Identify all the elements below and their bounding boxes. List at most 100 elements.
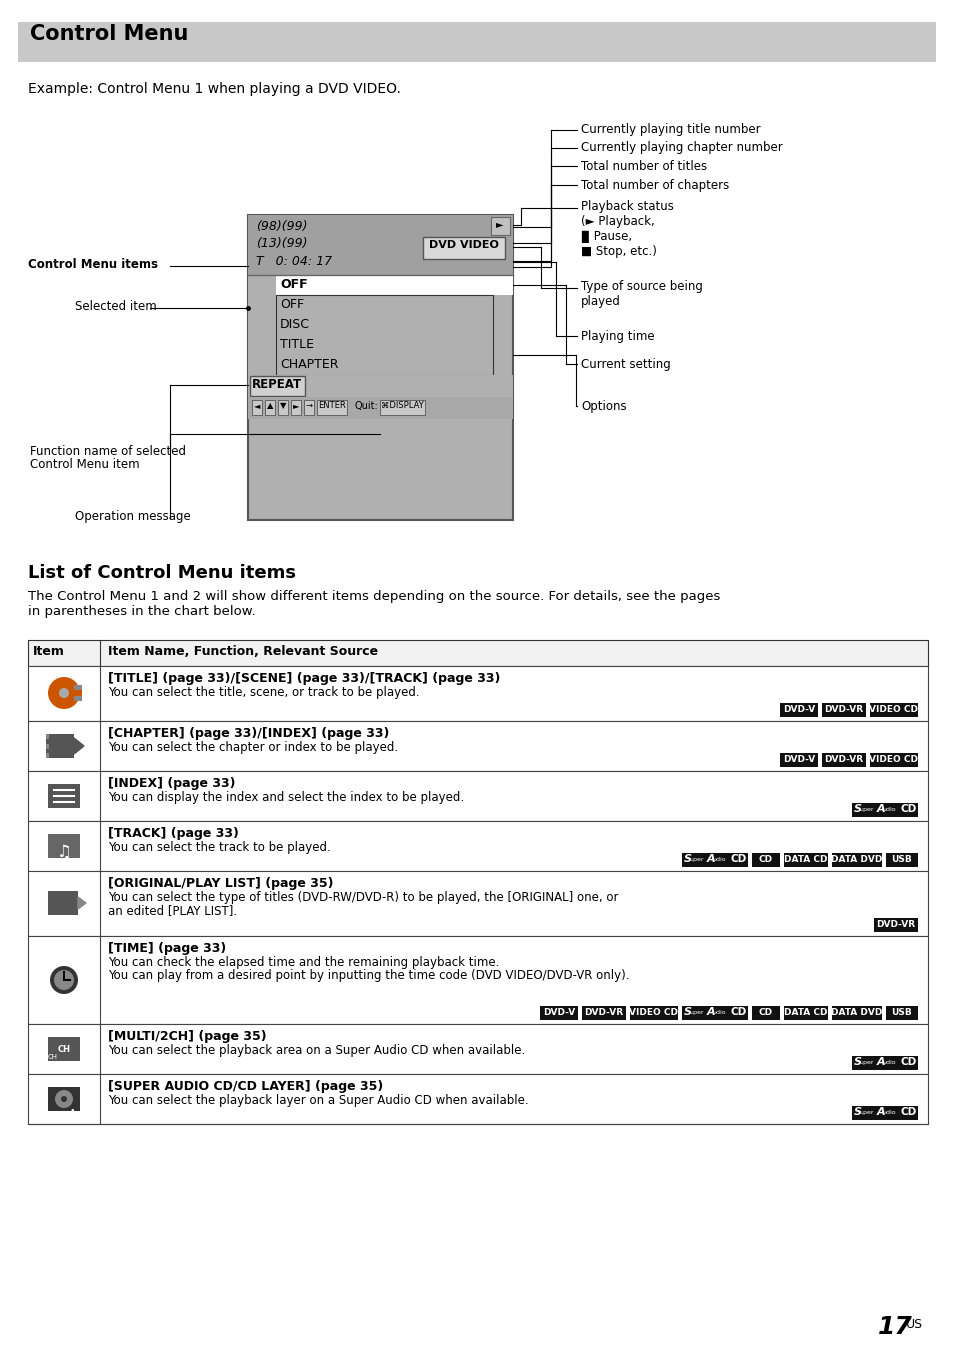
Text: ►: ►: [293, 402, 299, 410]
Bar: [248, 375, 513, 397]
Text: S: S: [853, 1057, 862, 1067]
Text: CD: CD: [759, 854, 772, 864]
Text: ▲: ▲: [267, 402, 273, 410]
Bar: [46, 734, 74, 758]
Text: Item: Item: [33, 645, 65, 658]
Text: CD: CD: [759, 1009, 772, 1017]
Text: S: S: [853, 1107, 862, 1117]
Text: You can select the type of titles (DVD-RW/DVD-R) to be played, the [ORIGINAL] on: You can select the type of titles (DVD-R…: [108, 891, 618, 904]
Bar: [48, 891, 78, 915]
Bar: [821, 753, 865, 767]
Bar: [422, 237, 504, 260]
Bar: [248, 335, 274, 356]
Text: VIDEO CD: VIDEO CD: [868, 704, 918, 714]
Text: USB: USB: [891, 1009, 911, 1017]
Text: Selected item: Selected item: [75, 300, 156, 314]
Text: ■ Stop, etc.): ■ Stop, etc.): [580, 245, 657, 258]
Bar: [885, 1006, 917, 1019]
Bar: [539, 1006, 578, 1019]
Text: S: S: [683, 854, 691, 864]
Text: CD: CD: [730, 854, 746, 864]
Text: OFF: OFF: [280, 279, 307, 291]
Text: The Control Menu 1 and 2 will show different items depending on the source. For : The Control Menu 1 and 2 will show diffe…: [28, 589, 720, 618]
Text: Type of source being: Type of source being: [580, 280, 702, 293]
Bar: [831, 853, 882, 867]
Bar: [869, 753, 917, 767]
Bar: [783, 853, 827, 867]
Text: (98)(99): (98)(99): [255, 220, 307, 233]
Text: →: →: [305, 402, 313, 410]
Bar: [46, 734, 49, 740]
Text: [MULTI/2CH] (page 35): [MULTI/2CH] (page 35): [108, 1030, 266, 1042]
Text: uper: uper: [689, 1010, 703, 1015]
Bar: [48, 784, 80, 808]
Bar: [681, 1006, 747, 1019]
Circle shape: [48, 677, 80, 708]
Bar: [18, 22, 935, 62]
Bar: [831, 1006, 882, 1019]
Text: udio: udio: [882, 1110, 896, 1115]
Bar: [28, 1023, 927, 1073]
Text: Current setting: Current setting: [580, 358, 670, 370]
Text: Total number of titles: Total number of titles: [580, 160, 706, 173]
Bar: [74, 685, 82, 690]
Text: TITLE: TITLE: [280, 338, 314, 352]
Text: DATA CD: DATA CD: [783, 854, 827, 864]
Text: Quit:: Quit:: [355, 402, 378, 411]
Bar: [28, 667, 927, 721]
Text: [TRACK] (page 33): [TRACK] (page 33): [108, 827, 238, 840]
Text: Currently playing title number: Currently playing title number: [580, 123, 760, 137]
Text: uper: uper: [689, 857, 703, 863]
Text: DATA DVD: DATA DVD: [830, 854, 882, 864]
Bar: [751, 853, 780, 867]
Text: DVD-V: DVD-V: [542, 1009, 575, 1017]
Text: uper: uper: [859, 1060, 874, 1065]
Text: A: A: [876, 804, 884, 814]
Text: DVD-VR: DVD-VR: [823, 704, 862, 714]
Bar: [265, 400, 274, 415]
Text: S: S: [853, 804, 862, 814]
Text: Control Menu items: Control Menu items: [28, 258, 158, 270]
Bar: [252, 400, 262, 415]
Text: [TITLE] (page 33)/[SCENE] (page 33)/[TRACK] (page 33): [TITLE] (page 33)/[SCENE] (page 33)/[TRA…: [108, 672, 500, 685]
Text: Currently playing chapter number: Currently playing chapter number: [580, 142, 781, 154]
Circle shape: [59, 688, 69, 698]
Text: (► Playback,: (► Playback,: [580, 215, 654, 228]
Text: Function name of selected: Function name of selected: [30, 445, 186, 458]
Bar: [873, 918, 917, 932]
Text: You can select the playback area on a Super Audio CD when available.: You can select the playback area on a Su…: [108, 1044, 525, 1057]
Text: DVD-V: DVD-V: [782, 704, 814, 714]
Text: uper: uper: [859, 1110, 874, 1115]
Bar: [71, 685, 82, 700]
Text: ►: ►: [496, 219, 503, 228]
Text: udio: udio: [712, 857, 726, 863]
Text: udio: udio: [712, 1010, 726, 1015]
Text: Control Menu item: Control Menu item: [30, 458, 139, 470]
Text: USB: USB: [891, 854, 911, 864]
Text: uper: uper: [859, 807, 874, 813]
Bar: [277, 400, 288, 415]
Text: ▼: ▼: [279, 402, 286, 410]
Text: Control Menu: Control Menu: [30, 24, 188, 45]
Bar: [491, 218, 510, 235]
Text: You can check the elapsed time and the remaining playback time.: You can check the elapsed time and the r…: [108, 956, 498, 969]
Text: played: played: [580, 295, 620, 308]
Bar: [28, 871, 927, 936]
Bar: [379, 400, 424, 415]
Bar: [821, 703, 865, 717]
Text: CHAPTER: CHAPTER: [280, 358, 338, 370]
Text: [INDEX] (page 33): [INDEX] (page 33): [108, 777, 235, 790]
Text: an edited [PLAY LIST].: an edited [PLAY LIST].: [108, 904, 237, 917]
Bar: [248, 315, 274, 335]
Text: ◄: ◄: [253, 402, 260, 410]
Text: DVD VIDEO: DVD VIDEO: [429, 241, 498, 250]
Bar: [48, 834, 80, 859]
Polygon shape: [74, 738, 84, 754]
Text: OFF: OFF: [280, 297, 304, 311]
Text: You can select the title, scene, or track to be played.: You can select the title, scene, or trac…: [108, 685, 419, 699]
Bar: [28, 936, 927, 1023]
Bar: [291, 400, 301, 415]
Bar: [28, 721, 927, 771]
Text: DVD-VR: DVD-VR: [584, 1009, 623, 1017]
Text: A: A: [706, 854, 715, 864]
